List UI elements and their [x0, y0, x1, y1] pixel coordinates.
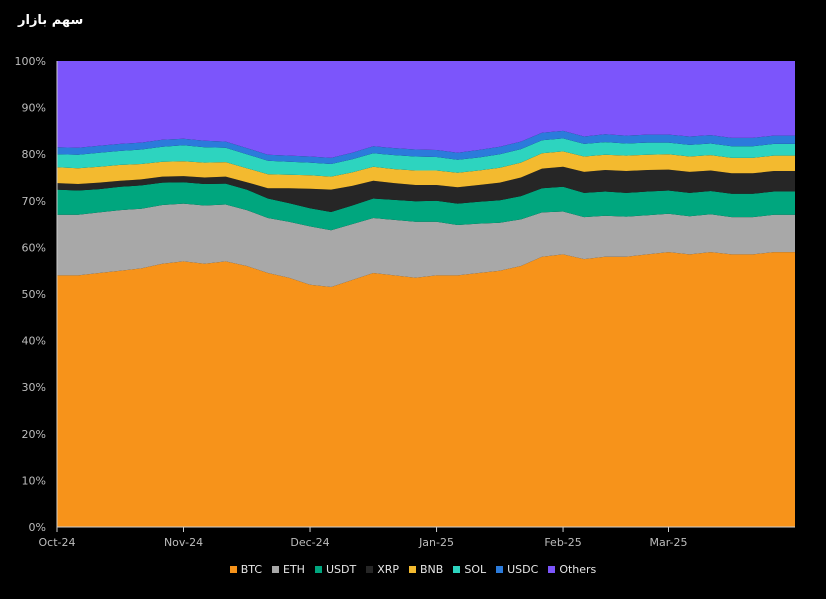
legend-label: ETH	[283, 563, 305, 576]
y-tick-label: 20%	[22, 428, 46, 441]
legend-item-others: Others	[548, 563, 596, 576]
x-tick-label: Feb-25	[544, 536, 581, 549]
legend-item-usdt: USDT	[314, 563, 357, 576]
legend-label: BTC	[240, 563, 263, 576]
area-usdt	[57, 182, 795, 231]
x-axis: Oct-24 Nov-24 Dec-24 Jan-25 Feb-25 Mar-25	[39, 526, 795, 549]
legend-label: USDC	[507, 563, 539, 576]
legend-label: BNB	[420, 563, 444, 576]
legend-item-btc: BTC	[229, 563, 263, 576]
y-tick-label: 40%	[22, 335, 46, 348]
legend-item-bnb: BNB	[409, 563, 443, 576]
legend-swatch	[548, 566, 556, 573]
legend-swatch	[366, 566, 374, 573]
y-tick-label: 80%	[22, 148, 46, 161]
legend-item-eth: ETH	[272, 563, 305, 576]
area-btc	[57, 252, 795, 527]
y-tick-label: 70%	[22, 195, 46, 208]
area-others	[57, 61, 795, 158]
legend-label: XRP	[377, 563, 400, 576]
legend-swatch	[272, 566, 280, 573]
legend-item-sol: SOL	[453, 563, 486, 576]
y-tick-label: 90%	[22, 102, 46, 115]
y-tick-label: 30%	[22, 381, 46, 394]
legend-label: USDT	[325, 563, 357, 576]
y-tick-label: 50%	[22, 288, 46, 301]
area-xrp	[57, 166, 795, 212]
legend-label: Others	[559, 563, 597, 576]
legend-label: SOL	[464, 563, 487, 576]
legend-swatch	[229, 566, 237, 573]
x-tick-label: Dec-24	[290, 536, 329, 549]
x-tick-label: Oct-24	[39, 536, 76, 549]
y-tick-label: 10%	[22, 474, 46, 487]
area-usdc	[57, 130, 795, 164]
x-tick-label: Jan-25	[418, 536, 454, 549]
y-tick-label: 60%	[22, 241, 46, 254]
legend-item-xrp: XRP	[366, 563, 399, 576]
y-tick-label: 0%	[29, 521, 46, 534]
legend-item-usdc: USDC	[496, 563, 538, 576]
legend-swatch	[409, 566, 417, 573]
legend-swatch	[496, 566, 504, 573]
stacked-areas	[57, 61, 795, 527]
y-axis: 0% 10% 20% 30% 40% 50% 60% 70% 80% 90% 100%	[15, 55, 58, 534]
chart-title: سهم بازار	[18, 13, 84, 28]
x-tick-label: Nov-24	[164, 536, 203, 549]
x-tick-label: Mar-25	[649, 536, 687, 549]
y-tick-label: 100%	[15, 55, 46, 68]
area-eth	[57, 203, 795, 287]
legend-swatch	[314, 566, 322, 573]
area-sol	[57, 138, 795, 177]
legend-swatch	[453, 566, 461, 573]
legend: BTC ETH USDT XRP BNB SOL USDC Others	[0, 563, 826, 576]
